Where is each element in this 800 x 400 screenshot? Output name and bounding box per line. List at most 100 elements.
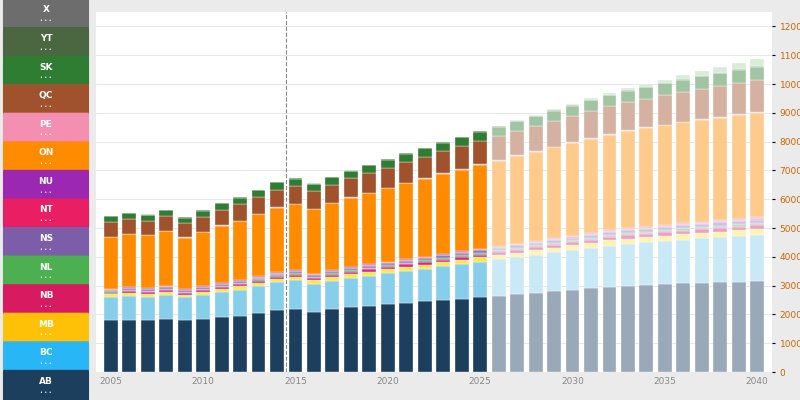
- Bar: [474, 297, 487, 372]
- Bar: [492, 246, 506, 247]
- Bar: [233, 316, 247, 372]
- Bar: [529, 250, 542, 255]
- Text: NL: NL: [39, 263, 53, 272]
- Bar: [270, 182, 284, 190]
- Bar: [214, 286, 229, 287]
- Bar: [695, 120, 709, 222]
- Bar: [233, 286, 247, 290]
- Bar: [454, 260, 469, 264]
- Text: • • •: • • •: [40, 304, 52, 309]
- Bar: [289, 280, 302, 309]
- FancyBboxPatch shape: [3, 56, 89, 87]
- Bar: [695, 223, 709, 224]
- Bar: [252, 277, 266, 278]
- Bar: [159, 216, 173, 231]
- Bar: [732, 114, 746, 115]
- Bar: [714, 232, 727, 237]
- Bar: [326, 281, 339, 309]
- Bar: [399, 271, 414, 303]
- FancyBboxPatch shape: [3, 370, 89, 400]
- Bar: [474, 257, 487, 262]
- Bar: [602, 93, 616, 95]
- Bar: [214, 283, 229, 284]
- Bar: [141, 236, 154, 288]
- Bar: [677, 240, 690, 283]
- Bar: [344, 278, 358, 307]
- Bar: [270, 310, 284, 372]
- Bar: [474, 255, 487, 257]
- Bar: [307, 284, 321, 312]
- Text: NT: NT: [39, 206, 53, 214]
- FancyBboxPatch shape: [3, 84, 89, 116]
- Bar: [602, 235, 616, 237]
- Bar: [732, 70, 746, 83]
- FancyBboxPatch shape: [3, 141, 89, 173]
- Bar: [454, 251, 469, 252]
- FancyBboxPatch shape: [3, 313, 89, 344]
- Bar: [454, 252, 469, 253]
- Bar: [621, 131, 635, 228]
- Bar: [381, 267, 394, 269]
- Bar: [639, 128, 654, 227]
- Text: • • •: • • •: [40, 47, 52, 52]
- Bar: [399, 184, 414, 259]
- Bar: [602, 230, 616, 231]
- Bar: [454, 170, 469, 251]
- Bar: [695, 233, 709, 238]
- Bar: [214, 284, 229, 286]
- Bar: [474, 165, 487, 249]
- Bar: [677, 80, 690, 92]
- Bar: [584, 235, 598, 238]
- Bar: [492, 160, 506, 161]
- Bar: [104, 290, 118, 291]
- Bar: [732, 227, 746, 230]
- Bar: [289, 186, 302, 204]
- Bar: [621, 102, 635, 130]
- Bar: [474, 250, 487, 253]
- Bar: [510, 294, 524, 372]
- Bar: [750, 217, 764, 218]
- Bar: [178, 298, 191, 320]
- Bar: [362, 266, 376, 268]
- Text: NS: NS: [39, 234, 53, 243]
- Text: NU: NU: [38, 177, 54, 186]
- Bar: [510, 120, 524, 121]
- Bar: [658, 226, 672, 227]
- Bar: [104, 237, 118, 289]
- Bar: [584, 233, 598, 234]
- Bar: [492, 127, 506, 136]
- Bar: [399, 162, 414, 183]
- Bar: [529, 126, 542, 151]
- FancyBboxPatch shape: [3, 170, 89, 202]
- Bar: [750, 112, 764, 113]
- Bar: [677, 225, 690, 228]
- Bar: [750, 59, 764, 66]
- Bar: [529, 247, 542, 250]
- Bar: [695, 71, 709, 76]
- Bar: [289, 273, 302, 275]
- Bar: [178, 290, 191, 292]
- Bar: [584, 100, 598, 111]
- Bar: [454, 255, 469, 257]
- Bar: [732, 236, 746, 282]
- Bar: [344, 178, 358, 198]
- Bar: [677, 79, 690, 80]
- Bar: [750, 235, 764, 281]
- Bar: [547, 245, 561, 248]
- Bar: [381, 188, 394, 262]
- Bar: [474, 131, 487, 132]
- Bar: [196, 289, 210, 290]
- Bar: [584, 111, 598, 138]
- Bar: [418, 260, 432, 262]
- Bar: [436, 256, 450, 258]
- Bar: [695, 224, 709, 227]
- Bar: [214, 317, 229, 372]
- Bar: [602, 95, 616, 106]
- Bar: [714, 220, 727, 221]
- Bar: [141, 292, 154, 294]
- Bar: [104, 291, 118, 292]
- Bar: [141, 291, 154, 292]
- Bar: [492, 252, 506, 255]
- Bar: [326, 275, 339, 277]
- Bar: [677, 234, 690, 240]
